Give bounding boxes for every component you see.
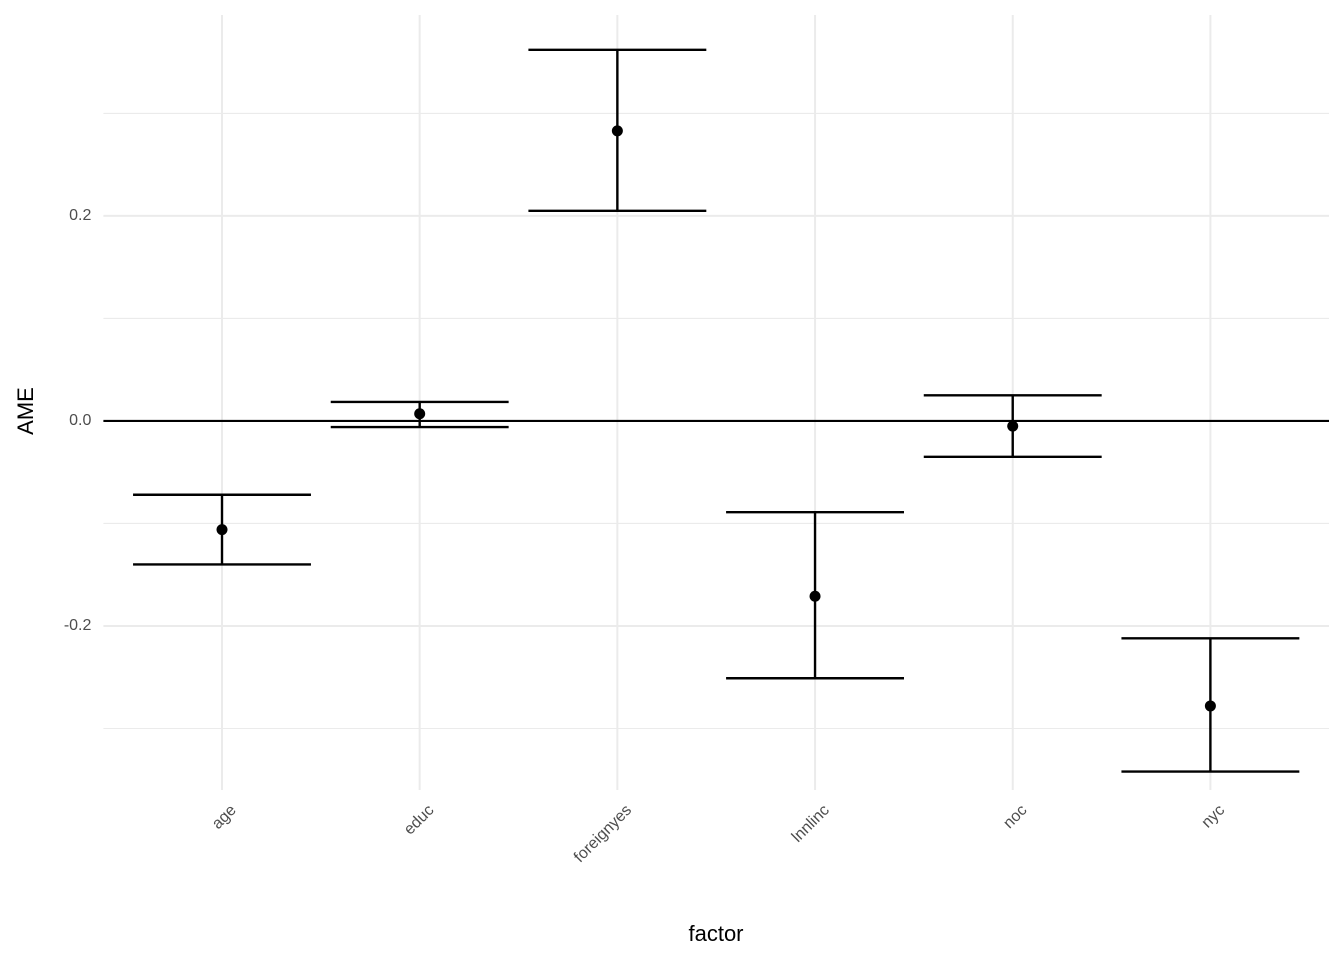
y-axis-title: AME [13,387,38,435]
y-tick-label: 0.2 [69,207,91,224]
point [809,590,821,602]
point [216,524,228,536]
point [1204,700,1216,712]
point [1007,420,1019,432]
x-tick-label: educ [401,802,438,839]
x-tick-label: age [209,802,240,833]
point [611,125,623,137]
x-tick-label: nyc [1199,802,1229,832]
x-tick-label: foreignyes [571,802,635,866]
point [414,408,426,420]
y-tick-label: -0.2 [64,617,92,634]
x-axis-title: factor [688,921,743,946]
x-tick-label: noc [1000,802,1030,832]
y-tick-label: 0.0 [69,412,91,429]
x-tick-label: lnnlinc [789,802,833,846]
